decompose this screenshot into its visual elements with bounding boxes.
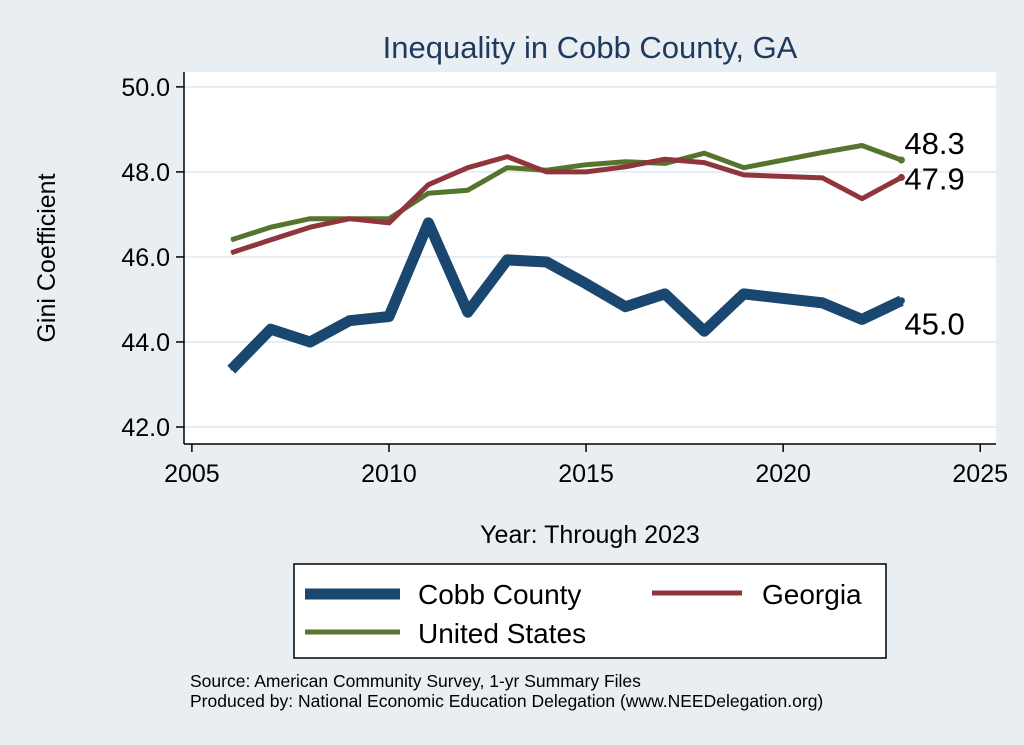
- data-point-georgia: [230, 251, 233, 254]
- data-point-georgia: [821, 177, 824, 179]
- end-label-cobb-county: 45.0: [904, 307, 964, 342]
- data-point-cobb-county: [467, 311, 469, 314]
- legend-box: [293, 563, 887, 659]
- data-point-cobb-county: [427, 222, 430, 224]
- data-point-united-states: [309, 217, 311, 220]
- data-point-cobb-county: [664, 293, 666, 295]
- y-tick-label: 42.0: [121, 414, 170, 442]
- data-point-georgia: [742, 174, 745, 176]
- legend-label-georgia: Georgia: [762, 579, 862, 610]
- data-point-georgia: [348, 217, 351, 220]
- end-marker-cobb-county: [897, 297, 905, 305]
- data-point-georgia: [269, 239, 272, 241]
- y-tick-label: 48.0: [121, 159, 170, 187]
- data-point-cobb-county: [506, 259, 509, 261]
- y-axis-title: Gini Coefficient: [33, 173, 61, 342]
- data-point-georgia: [585, 171, 587, 173]
- data-point-cobb-county: [348, 319, 351, 322]
- chart: Inequality in Cobb County, GA 42.0 44.0 46…: [33, 30, 1008, 659]
- end-label-united-states: 48.3: [904, 126, 964, 161]
- y-tick-label: 44.0: [121, 329, 170, 357]
- data-point-united-states: [703, 152, 706, 155]
- data-point-georgia: [545, 171, 548, 173]
- x-axis-title: Year: Through 2023: [480, 521, 700, 549]
- data-point-cobb-county: [230, 368, 233, 371]
- data-point-cobb-county: [545, 261, 548, 263]
- data-point-united-states: [821, 151, 824, 154]
- data-point-united-states: [269, 226, 272, 228]
- producer-line: Produced by: National Economic Education…: [190, 691, 824, 711]
- data-point-united-states: [506, 166, 509, 169]
- data-point-georgia: [427, 183, 430, 186]
- data-point-georgia: [624, 166, 627, 168]
- data-point-united-states: [467, 189, 469, 191]
- x-tick-label: 2010: [361, 460, 417, 488]
- axes: [183, 72, 996, 445]
- data-point-united-states: [427, 192, 430, 194]
- data-point-cobb-county: [624, 305, 627, 308]
- ticks: 42.0 44.0 46.0 48.0 50.0 2005 2010 2015 2020 2025: [121, 74, 1008, 488]
- end-labels: 48.347.9 45.0: [904, 126, 964, 342]
- data-point-cobb-county: [742, 293, 745, 295]
- data-point-united-states: [742, 166, 745, 169]
- series: [227, 143, 905, 374]
- y-tick-label: 50.0: [121, 74, 170, 102]
- data-point-cobb-county: [703, 330, 706, 333]
- x-tick-label: 2005: [164, 460, 220, 488]
- data-point-united-states: [585, 163, 587, 166]
- legend-label-united-states: United States: [418, 618, 586, 649]
- x-tick-label: 2020: [755, 460, 811, 488]
- data-point-cobb-county: [585, 282, 587, 285]
- data-point-cobb-county: [861, 318, 863, 321]
- data-point-georgia: [388, 222, 390, 224]
- end-marker-georgia: [897, 173, 905, 181]
- end-label-georgia: 47.9: [904, 161, 964, 196]
- data-point-united-states: [664, 162, 666, 165]
- data-point-georgia: [664, 158, 666, 160]
- source-note: Source: American Community Survey, 1-yr …: [190, 671, 823, 711]
- legend: Cobb County Georgia United States: [293, 563, 887, 659]
- data-point-cobb-county: [309, 341, 311, 343]
- data-point-cobb-county: [388, 315, 390, 318]
- data-point-united-states: [230, 239, 233, 241]
- plot-area: [184, 72, 996, 444]
- data-point-cobb-county: [269, 328, 272, 331]
- y-tick-label: 46.0: [121, 244, 170, 272]
- source-line: Source: American Community Survey, 1-yr …: [190, 671, 641, 691]
- chart-title: Inequality in Cobb County, GA: [383, 30, 798, 65]
- legend-label-cobb-county: Cobb County: [418, 579, 581, 610]
- end-marker-united-states: [897, 156, 905, 164]
- data-point-georgia: [861, 197, 863, 200]
- data-point-georgia: [467, 166, 469, 169]
- data-point-georgia: [309, 226, 311, 228]
- data-point-united-states: [861, 144, 863, 147]
- data-point-cobb-county: [821, 302, 824, 304]
- data-point-georgia: [506, 155, 509, 158]
- x-tick-label: 2025: [952, 460, 1008, 488]
- x-tick-label: 2015: [558, 460, 614, 488]
- data-point-georgia: [703, 161, 706, 164]
- data-point-united-states: [624, 160, 627, 163]
